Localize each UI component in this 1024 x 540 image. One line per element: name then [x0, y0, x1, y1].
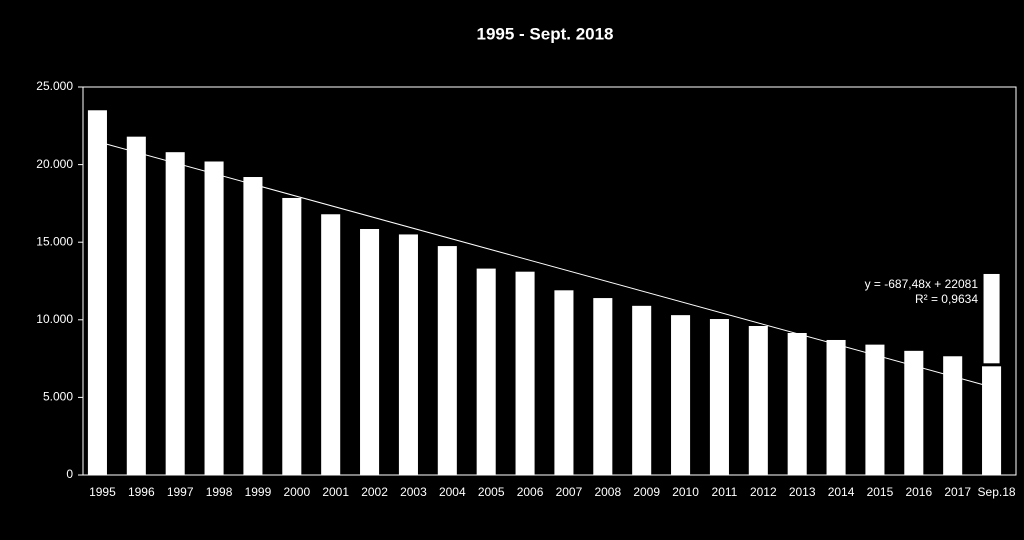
y-tick-label: 10.000: [36, 312, 73, 326]
x-tick-label: 2002: [361, 485, 388, 499]
y-tick-label: 5.000: [43, 390, 73, 404]
bar: [515, 271, 535, 475]
x-tick-label: 1998: [206, 485, 233, 499]
x-tick-label: 2006: [517, 485, 544, 499]
x-tick-label: 2014: [828, 485, 855, 499]
bar: [709, 319, 729, 475]
x-tick-label: 2000: [283, 485, 310, 499]
bar: [982, 364, 1002, 475]
x-tick-label: 2005: [478, 485, 505, 499]
bar: [671, 315, 691, 475]
y-tick-label: 25.000: [36, 79, 73, 93]
bar: [87, 110, 107, 475]
bar: [593, 298, 613, 475]
x-tick-label: 2009: [633, 485, 660, 499]
trend-line: [102, 142, 997, 389]
x-tick-label: 1997: [167, 485, 194, 499]
bar: [321, 214, 341, 475]
x-tick-label: 2017: [944, 485, 971, 499]
bar: [476, 268, 496, 475]
bar: [904, 350, 924, 475]
bar: [282, 197, 302, 475]
plot-frame: [82, 86, 1017, 476]
bar: [398, 234, 418, 475]
bar: [165, 152, 185, 475]
x-tick-label: 2013: [789, 485, 816, 499]
y-tick-label: 0: [66, 467, 73, 481]
trend-r2: R² = 0,9634: [915, 292, 978, 306]
x-tick-label: 2015: [867, 485, 894, 499]
chart-title: 1995 - Sept. 2018: [476, 24, 613, 43]
bar: [787, 332, 807, 475]
bar: [126, 136, 146, 475]
x-tick-label: 2008: [594, 485, 621, 499]
bar: [980, 270, 1003, 367]
bar: [748, 326, 768, 475]
x-tick-label: 2010: [672, 485, 699, 499]
bar: [437, 246, 457, 475]
bar: [943, 356, 963, 475]
x-tick-label: Sep.18: [978, 485, 1016, 499]
x-tick-label: 2016: [905, 485, 932, 499]
bar: [632, 305, 652, 475]
x-tick-label: 2001: [322, 485, 349, 499]
x-tick-label: 2011: [712, 485, 738, 499]
bar: [865, 344, 885, 475]
x-tick-label: 2003: [400, 485, 427, 499]
trend-equation: y = -687,48x + 22081: [865, 277, 979, 291]
y-tick-label: 15.000: [36, 234, 73, 248]
bar: [554, 290, 574, 475]
y-tick-label: 20.000: [36, 157, 73, 171]
bar: [826, 339, 846, 475]
x-tick-label: 2007: [556, 485, 583, 499]
x-tick-label: 1999: [245, 485, 272, 499]
bar: [204, 161, 224, 475]
x-tick-label: 1995: [89, 485, 116, 499]
bar: [243, 177, 263, 476]
x-tick-label: 2012: [750, 485, 777, 499]
bar: [360, 229, 380, 475]
x-tick-label: 1996: [128, 485, 155, 499]
x-tick-label: 2004: [439, 485, 466, 499]
